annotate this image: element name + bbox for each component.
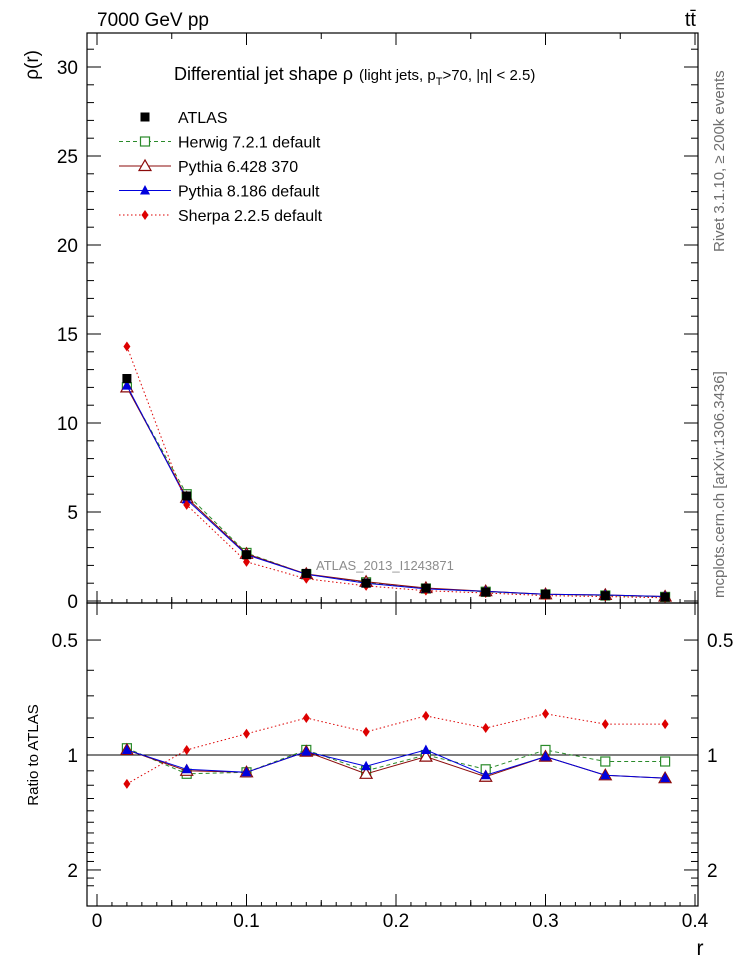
side-mcplots: mcplots.cern.ch [arXiv:1306.3436] (711, 371, 728, 598)
ratio-series-2 (121, 744, 671, 783)
legend-marker (137, 158, 153, 172)
x-tick-label: 0.2 (383, 911, 409, 932)
ratio-point (482, 723, 490, 734)
legend-marker (139, 136, 151, 147)
ratio-series-0 (121, 743, 671, 779)
ratio-point (302, 712, 310, 723)
data-point (182, 491, 192, 501)
ratio-point (183, 744, 191, 755)
data-point (122, 374, 132, 383)
ratio-point (181, 763, 192, 774)
ratio-tick-label-right: 0.5 (707, 631, 733, 652)
ratio-ticks (87, 602, 698, 887)
ratio-point (241, 766, 252, 777)
legend-marker (140, 185, 150, 195)
x-axis-label: r (697, 937, 704, 960)
x-tick-label: 0.4 (682, 911, 709, 932)
ratio-point (422, 710, 430, 721)
series-point (243, 556, 250, 567)
ratio-point (542, 708, 549, 719)
watermark: ATLAS_2013_I1243871 (316, 558, 454, 573)
legend (119, 112, 171, 220)
ratio-point (420, 744, 431, 754)
legend-label: Pythia 8.186 default (178, 184, 320, 201)
ratio-point (600, 769, 611, 780)
chart-title: Differential jet shape ρ (light jets, pT>… (174, 64, 535, 88)
header-left: 7000 GeV pp (97, 10, 209, 31)
data-point (242, 550, 251, 560)
ratio-axis-label: Ratio to ATLAS (25, 704, 42, 805)
x-tick-label: 0.3 (532, 911, 558, 932)
y-ticks (87, 48, 698, 602)
legend-marker (141, 210, 149, 220)
ratio-tick-label: 0.5 (52, 631, 78, 652)
ratio-line (126, 749, 666, 779)
ratio-point (540, 751, 551, 761)
header-right: tt̄ (685, 9, 697, 31)
series-point (123, 341, 131, 352)
legend-label: Pythia 6.428 370 (178, 159, 298, 176)
ratio-line (126, 749, 666, 779)
data-point (481, 587, 491, 597)
ratio-line (126, 713, 666, 785)
data-point (541, 589, 550, 599)
x-tick-label: 0.1 (233, 911, 259, 932)
data-point (660, 592, 670, 602)
legend-label: Herwig 7.2.1 default (178, 135, 321, 152)
ratio-point (361, 760, 372, 771)
ratio-point (243, 728, 250, 739)
ratio-point (123, 778, 131, 789)
data-point (600, 591, 610, 601)
y-tick-label: 30 (57, 58, 78, 79)
ratio-point (659, 756, 671, 767)
ratio-series-3 (123, 708, 669, 789)
data-point (301, 568, 311, 578)
series-point (183, 499, 191, 510)
y-axis-label: ρ(r) (22, 50, 43, 80)
ratio-point (359, 766, 374, 779)
ratio-tick-label-right: 1 (707, 746, 718, 767)
ratio-point (301, 746, 312, 756)
ratio-point (661, 719, 669, 730)
y-tick-label: 0 (67, 592, 78, 613)
series-line (126, 385, 666, 598)
legend-label: Sherpa 2.2.5 default (178, 208, 323, 225)
ratio-point (121, 744, 132, 754)
ratio-tick-label: 1 (67, 746, 78, 767)
y-tick-label: 15 (57, 325, 78, 346)
ratio-line (126, 747, 666, 775)
y-tick-label: 25 (57, 147, 78, 168)
data-point (361, 578, 371, 588)
y-tick-label: 10 (57, 414, 78, 435)
series-point (121, 380, 132, 390)
ratio-point (480, 769, 491, 780)
ratio-point (660, 772, 671, 783)
x-tick-label: 0 (92, 911, 103, 932)
ratio-tick-label: 2 (67, 861, 78, 882)
x-ticks (96, 33, 696, 906)
data-series (122, 374, 670, 602)
legend-marker (140, 112, 150, 122)
y-tick-label: 20 (57, 236, 78, 257)
side-rivet: Rivet 3.1.10, ≥ 200k events (711, 70, 728, 252)
legend-label: ATLAS (178, 110, 228, 127)
ratio-point (362, 726, 370, 737)
series-line (126, 346, 666, 599)
ratio-tick-label-right: 2 (707, 861, 718, 882)
y-tick-label: 5 (67, 503, 78, 524)
data-point (421, 583, 431, 593)
ratio-point (601, 719, 609, 730)
ratio-point (418, 749, 433, 762)
ratio-point (600, 756, 611, 767)
